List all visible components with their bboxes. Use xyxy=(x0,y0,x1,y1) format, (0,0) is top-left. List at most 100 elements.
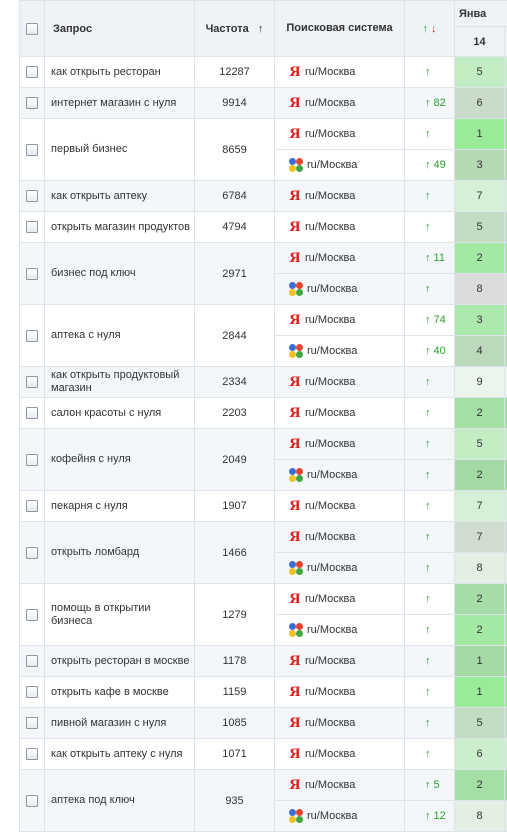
position-cell[interactable]: 2 xyxy=(454,397,505,429)
row-checkbox[interactable] xyxy=(26,143,38,156)
row-checkbox[interactable] xyxy=(26,686,38,699)
position-cell[interactable]: 7 xyxy=(454,521,505,553)
row-checkbox[interactable] xyxy=(26,329,38,342)
column-header-query[interactable]: Запрос xyxy=(44,0,195,57)
row-checkbox[interactable] xyxy=(26,190,38,203)
position-cell[interactable]: 2 xyxy=(454,583,505,615)
row-checkbox[interactable] xyxy=(26,66,38,79)
engine-region: ru/Москва xyxy=(305,221,356,233)
row-checkbox[interactable] xyxy=(26,221,38,234)
query-cell: открыть кафе в москве xyxy=(44,676,195,708)
query-cell: аптека под ключ xyxy=(44,769,195,832)
column-header-frequency[interactable]: Частота ↑ xyxy=(194,0,275,57)
row-checkbox-cell xyxy=(19,738,45,770)
position-cell[interactable]: 2 xyxy=(454,614,505,646)
position-cell[interactable]: 1 xyxy=(454,118,505,150)
position-cell[interactable]: 2 xyxy=(454,769,505,801)
row-checkbox[interactable] xyxy=(26,376,38,389)
table-row: ru/Москва ↑ 40 4 xyxy=(20,335,507,367)
column-header-day[interactable]: 14 xyxy=(454,26,505,57)
change-cell: ↑ 49 xyxy=(404,149,455,181)
google-icon xyxy=(289,809,303,823)
row-checkbox[interactable] xyxy=(26,407,38,420)
frequency-cell: 6784 xyxy=(194,180,275,212)
query-cell: как открыть ресторан xyxy=(44,56,195,88)
row-checkbox[interactable] xyxy=(26,453,38,466)
yandex-icon: Я xyxy=(289,777,301,793)
position-cell[interactable]: 5 xyxy=(454,211,505,243)
change-cell: ↑ xyxy=(404,614,455,646)
engine-region: ru/Москва xyxy=(305,252,356,264)
google-icon xyxy=(289,561,303,575)
frequency-cell: 2203 xyxy=(194,397,275,429)
row-checkbox[interactable] xyxy=(26,717,38,730)
row-checkbox[interactable] xyxy=(26,655,38,668)
position-cell[interactable]: 2 xyxy=(454,459,505,491)
table-row: ru/Москва ↑ 8 xyxy=(20,552,507,584)
query-cell: как открыть аптеку xyxy=(44,180,195,212)
position-cell[interactable]: 6 xyxy=(454,738,505,770)
position-cell[interactable]: 5 xyxy=(454,428,505,460)
table-row: ru/Москва ↑ 49 3 xyxy=(20,149,507,181)
position-cell[interactable]: 2 xyxy=(454,242,505,274)
row-checkbox[interactable] xyxy=(26,546,38,559)
select-all-checkbox[interactable] xyxy=(26,22,38,35)
row-checkbox-cell xyxy=(19,118,45,181)
row-checkbox-cell xyxy=(19,211,45,243)
frequency-cell: 2844 xyxy=(194,304,275,367)
change-cell: ↑ xyxy=(404,366,455,398)
position-cell[interactable]: 9 xyxy=(454,366,505,398)
frequency-cell: 1159 xyxy=(194,676,275,708)
google-icon xyxy=(289,623,303,637)
position-cell[interactable]: 3 xyxy=(454,149,505,181)
yandex-icon: Я xyxy=(289,653,301,669)
position-cell[interactable]: 3 xyxy=(454,304,505,336)
engine-region: ru/Москва xyxy=(305,66,356,78)
row-checkbox[interactable] xyxy=(26,748,38,761)
engine-region: ru/Москва xyxy=(305,407,356,419)
column-header-change[interactable]: ↑ ↓ xyxy=(404,0,455,57)
row-checkbox-cell xyxy=(19,707,45,739)
row-checkbox[interactable] xyxy=(26,267,38,280)
position-cell[interactable]: 5 xyxy=(454,707,505,739)
engine-region: ru/Москва xyxy=(305,314,356,326)
row-checkbox[interactable] xyxy=(26,608,38,621)
sort-asc-icon: ↑ xyxy=(257,22,264,35)
row-checkbox-cell xyxy=(19,676,45,708)
position-cell[interactable]: 8 xyxy=(454,552,505,584)
position-cell[interactable]: 8 xyxy=(454,273,505,305)
position-cell[interactable]: 8 xyxy=(454,800,505,832)
frequency-cell: 2971 xyxy=(194,242,275,305)
yandex-icon: Я xyxy=(289,312,301,328)
position-cell[interactable]: 7 xyxy=(454,490,505,522)
engine-region: ru/Москва xyxy=(307,283,358,295)
yandex-icon: Я xyxy=(289,529,301,545)
row-checkbox[interactable] xyxy=(26,97,38,110)
column-header-engine[interactable]: Поисковая система xyxy=(274,0,405,57)
row-checkbox-cell xyxy=(19,428,45,491)
frequency-cell: 12287 xyxy=(194,56,275,88)
row-checkbox[interactable] xyxy=(26,500,38,513)
change-cell: ↑ xyxy=(404,521,455,553)
frequency-cell: 1085 xyxy=(194,707,275,739)
position-cell[interactable]: 1 xyxy=(454,645,505,677)
engine-cell: ru/Москва xyxy=(274,552,405,584)
engine-region: ru/Москва xyxy=(305,128,356,140)
rankings-table: Запрос Частота ↑ Поисковая система ↑ ↓ Я… xyxy=(19,0,507,832)
position-cell[interactable]: 4 xyxy=(454,335,505,367)
google-icon xyxy=(289,282,303,296)
position-cell[interactable]: 5 xyxy=(454,56,505,88)
left-gutter xyxy=(0,0,19,834)
position-cell[interactable]: 7 xyxy=(454,180,505,212)
row-checkbox[interactable] xyxy=(26,794,38,807)
position-cell[interactable]: 1 xyxy=(454,676,505,708)
yandex-icon: Я xyxy=(289,498,301,514)
position-cell[interactable]: 6 xyxy=(454,87,505,119)
